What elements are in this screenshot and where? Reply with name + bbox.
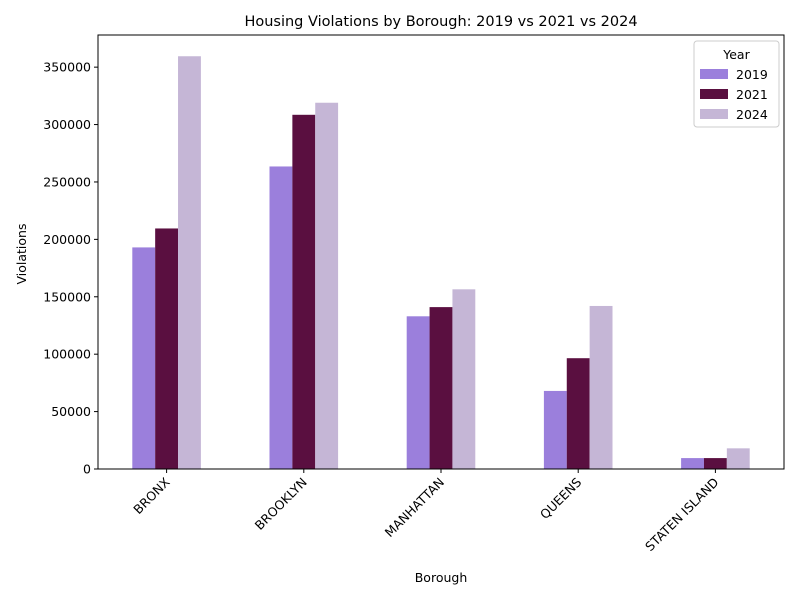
bar	[269, 166, 293, 470]
y-tick-label: 200000	[43, 232, 91, 247]
legend-swatch	[700, 89, 728, 99]
bar	[178, 56, 201, 469]
bar	[132, 247, 156, 469]
x-tick-label: QUEENS	[537, 474, 584, 521]
bar	[589, 305, 613, 469]
bar	[726, 448, 750, 469]
bar	[315, 102, 339, 470]
x-tick-label: MANHATTAN	[382, 475, 448, 541]
x-tick-label: BROOKLYN	[252, 475, 310, 533]
y-tick-label: 50000	[51, 404, 91, 419]
bar	[566, 358, 590, 469]
chart-title: Housing Violations by Borough: 2019 vs 2…	[244, 14, 637, 30]
y-axis-label: Violations	[14, 224, 29, 285]
bar	[155, 228, 179, 469]
y-tick-label: 300000	[43, 117, 91, 132]
y-tick-label: 350000	[43, 60, 91, 75]
bar	[429, 307, 453, 469]
y-tick-label: 100000	[43, 347, 91, 362]
y-axis: 0 50000 100000 150000 200000 250000 300000 3500…	[43, 60, 98, 477]
legend-title: Year	[722, 47, 750, 62]
legend-box	[693, 40, 780, 128]
legend-entry: 2019	[736, 67, 768, 82]
legend-entry: 2021	[736, 87, 768, 102]
bar	[292, 114, 316, 469]
plot-area	[97, 34, 785, 470]
y-tick-label: 150000	[43, 289, 91, 304]
legend-swatch	[700, 69, 728, 79]
legend-swatch	[700, 109, 728, 119]
x-tick-label: STATEN ISLAND	[642, 475, 722, 555]
x-axis: BRONX BROOKLYN MANHATTAN QUEENS STATEN ISLAN…	[130, 469, 722, 555]
legend-entry: 2024	[736, 107, 768, 122]
x-axis-label: Borough	[415, 570, 468, 585]
y-tick-label: 250000	[43, 174, 91, 189]
bar	[452, 289, 476, 469]
legend: Year 2019 2021 2024	[693, 40, 780, 128]
bar	[406, 316, 430, 469]
bar	[543, 390, 567, 469]
x-tick-label: BRONX	[130, 474, 173, 517]
y-tick-label: 0	[83, 462, 91, 477]
bar	[703, 458, 727, 469]
bar	[681, 458, 704, 469]
